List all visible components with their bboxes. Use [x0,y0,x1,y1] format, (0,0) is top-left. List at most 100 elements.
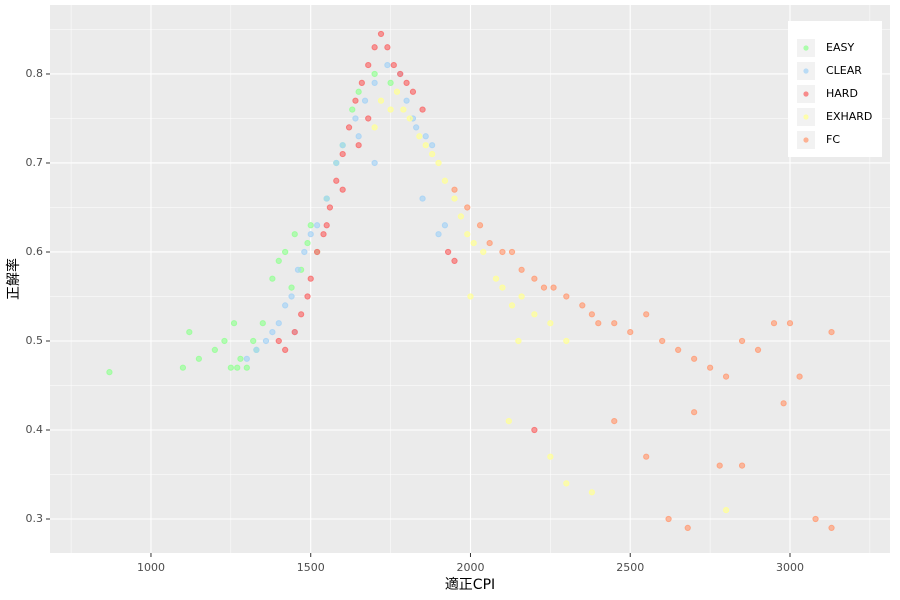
point [355,88,362,95]
point [282,248,289,256]
point [547,320,554,327]
point [531,311,538,318]
point [786,320,794,327]
legend: EASY CLEAR HARD EXHARD FC [788,21,882,157]
legend-key [803,68,809,74]
point [770,320,778,327]
point [186,328,193,336]
point [492,275,500,282]
point [179,364,187,371]
point [291,231,298,238]
point [377,97,385,104]
point [339,186,346,193]
point [659,337,666,345]
point [445,248,452,256]
point [282,346,289,353]
point [464,231,471,238]
point [470,239,477,247]
point [106,369,113,376]
point [371,159,378,167]
point [531,275,538,282]
point [796,373,803,380]
point [371,79,378,86]
point [314,248,321,256]
point [422,133,429,140]
legend-key [803,45,809,51]
legend-key [803,114,809,120]
point [195,355,202,362]
point [288,284,295,291]
point [371,70,378,78]
point [508,302,516,309]
point [722,373,730,380]
point [397,70,404,78]
x-tick-label: 1000 [137,561,165,574]
point [384,61,391,69]
legend-key [803,137,809,143]
point [355,133,362,140]
point [422,142,429,149]
point [419,106,426,113]
point [339,150,346,158]
point [243,355,250,362]
point [643,453,650,460]
point [611,417,618,425]
point [393,88,401,95]
point [828,524,835,532]
point [365,115,372,122]
point [307,222,314,229]
point [314,222,321,229]
point [282,302,289,309]
point [384,44,391,51]
point [518,266,525,273]
point [298,311,305,318]
y-tick-label: 0.3 [26,512,44,525]
point [358,79,365,86]
point [288,293,295,300]
point [441,222,449,229]
axes: 1000 1500 2000 2500 3000 0.3 0.4 0.5 0.6 0.7 0.8 [26,67,804,574]
point [307,231,314,238]
point [243,364,250,371]
legend-label: EASY [826,41,854,54]
point [291,328,298,336]
point [588,311,595,318]
point [387,106,394,113]
point [828,328,835,336]
point [400,106,407,113]
point [326,204,333,211]
y-tick-label: 0.4 [26,423,44,436]
point [451,195,458,202]
point [588,489,595,496]
point [563,337,570,345]
point [416,133,423,140]
point [352,97,359,104]
point [722,506,730,514]
point [780,400,787,407]
point [435,159,442,167]
x-tick-label: 3000 [776,561,804,574]
point [457,213,464,220]
x-tick-label: 1500 [297,561,325,574]
point [413,124,420,131]
legend-label: EXHARD [826,110,872,123]
point [211,346,218,353]
point [345,124,353,131]
point [754,346,762,353]
y-tick-label: 0.5 [26,334,44,347]
point [333,177,340,184]
point [515,337,522,345]
point [476,222,484,229]
point [361,97,369,104]
point [269,328,276,336]
points [106,30,835,532]
point [323,222,330,229]
point [499,284,506,291]
point [738,337,746,345]
point [301,248,308,256]
point [403,97,410,104]
point [275,320,282,327]
x-tick-label: 2000 [456,561,484,574]
point [550,284,557,291]
